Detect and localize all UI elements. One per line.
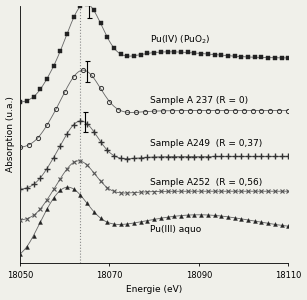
Text: Sample A249  (R = 0,37): Sample A249 (R = 0,37) xyxy=(150,139,262,148)
Text: Sample A252  (R = 0,56): Sample A252 (R = 0,56) xyxy=(150,178,262,187)
Text: Pu(IV) (PuO$_2$): Pu(IV) (PuO$_2$) xyxy=(150,34,210,46)
X-axis label: Energie (eV): Energie (eV) xyxy=(126,285,182,294)
Text: Sample A 237 (R = 0): Sample A 237 (R = 0) xyxy=(150,96,248,105)
Text: Pu(III) aquo: Pu(III) aquo xyxy=(150,225,201,234)
Y-axis label: Absorption (u.a.): Absorption (u.a.) xyxy=(6,96,14,172)
